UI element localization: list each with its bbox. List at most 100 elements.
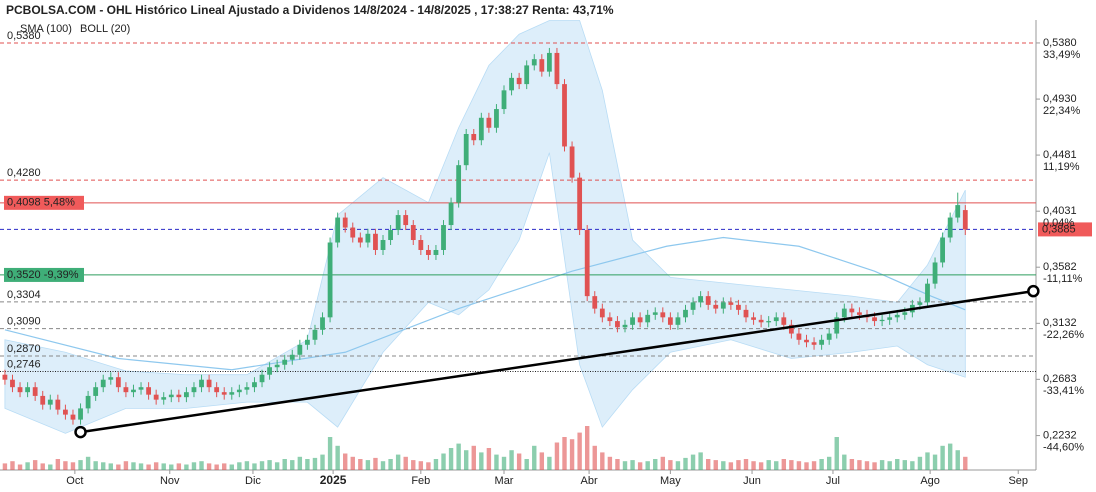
volume-bar	[698, 452, 703, 470]
volume-bar	[426, 462, 431, 470]
volume-bar	[350, 456, 355, 470]
y-tick-pct: 33,49%	[1043, 49, 1081, 61]
candle-body	[577, 177, 583, 231]
candle-body	[153, 394, 159, 400]
volume-bar	[887, 461, 892, 470]
y-tick-label: 0,5380	[1043, 37, 1077, 49]
candle-body	[47, 399, 53, 405]
bollinger-band	[4, 20, 966, 434]
candle-body	[516, 77, 522, 85]
volume-bar	[796, 461, 802, 470]
candle-body	[683, 309, 688, 318]
volume-bar	[305, 459, 310, 470]
volume-bar	[645, 461, 650, 470]
volume-bar	[70, 462, 76, 470]
volume-bar	[819, 459, 824, 470]
candle-body	[2, 374, 8, 380]
candle-body	[138, 387, 144, 390]
volume-bar	[811, 461, 817, 470]
volume-bar	[10, 461, 15, 470]
candle-body	[622, 324, 628, 328]
x-tick-label: Oct	[66, 475, 83, 487]
candle-body	[804, 339, 809, 343]
candle-body	[221, 392, 227, 395]
candle-body	[667, 317, 673, 325]
candle-body	[917, 302, 923, 305]
candle-body	[758, 319, 764, 323]
candle-body	[282, 359, 288, 365]
level-label: 0,3304	[7, 289, 41, 301]
candle-body	[395, 215, 401, 231]
candle-body	[705, 296, 711, 305]
candle-body	[304, 339, 310, 345]
volume-bar	[131, 462, 136, 470]
candle-body	[388, 230, 393, 241]
candle-body	[342, 217, 348, 228]
x-tick-label: Mar	[495, 475, 514, 487]
trendline-anchor	[1027, 284, 1040, 298]
volume-bar	[229, 464, 234, 470]
volume-bar	[55, 459, 61, 470]
volume-bar	[2, 463, 8, 470]
candle-body	[184, 392, 189, 398]
candle-body	[615, 321, 620, 328]
candle-body	[335, 217, 341, 243]
x-tick-label: Abr	[581, 475, 598, 487]
y-tick-label: 0,3582	[1043, 261, 1077, 273]
candle-body	[698, 296, 704, 303]
candle-body	[834, 317, 840, 334]
candle-body	[433, 249, 439, 255]
candle-body	[637, 317, 643, 323]
level-label: 0,2746	[7, 358, 41, 370]
candle-body	[826, 333, 832, 340]
candle-body	[645, 314, 651, 323]
candle-body	[350, 227, 356, 238]
candle-body	[841, 308, 847, 318]
candle-body	[751, 317, 756, 320]
volume-bar	[917, 456, 923, 470]
volume-bar	[721, 461, 726, 470]
candle-body	[380, 240, 386, 250]
candle-body	[206, 379, 212, 388]
x-tick-label: Dic	[245, 475, 261, 487]
volume-bar	[947, 443, 953, 470]
volume-bar	[728, 462, 734, 470]
volume-bar	[297, 456, 303, 470]
trendline	[80, 289, 1034, 434]
volume-bar	[312, 457, 318, 470]
volume-bar	[539, 452, 545, 470]
volume-bar	[464, 450, 469, 470]
volume-bar	[101, 462, 106, 470]
volume-bar	[864, 461, 870, 470]
candle-body	[191, 387, 197, 393]
volume-bar	[774, 461, 779, 470]
candle-body	[78, 408, 83, 420]
volume-bar	[456, 443, 461, 470]
volume-bar	[479, 452, 484, 470]
volume-bar	[743, 459, 749, 470]
candle-body	[539, 59, 545, 72]
volume-bar	[547, 456, 552, 470]
candle-body	[25, 387, 31, 393]
volume-bar	[343, 453, 348, 470]
volume-bar	[615, 459, 620, 470]
candle-body	[297, 344, 303, 355]
volume-bar	[690, 454, 696, 470]
candle-body	[554, 52, 560, 85]
candle-body	[63, 409, 68, 415]
candle-body	[40, 395, 46, 405]
candle-body	[932, 262, 938, 284]
volume-bar	[116, 464, 121, 470]
candle-body	[955, 205, 961, 218]
candle-body	[236, 389, 242, 393]
volume-bar	[237, 462, 242, 470]
candle-body	[501, 90, 507, 110]
volume-bar	[622, 461, 628, 470]
candle-body	[879, 319, 885, 322]
candle-body	[244, 387, 250, 390]
y-tick-pct: 0,04%	[1043, 217, 1074, 229]
candle-body	[562, 84, 567, 147]
candle-body	[168, 394, 174, 398]
candle-body	[10, 379, 15, 388]
volume-bar	[153, 462, 159, 470]
